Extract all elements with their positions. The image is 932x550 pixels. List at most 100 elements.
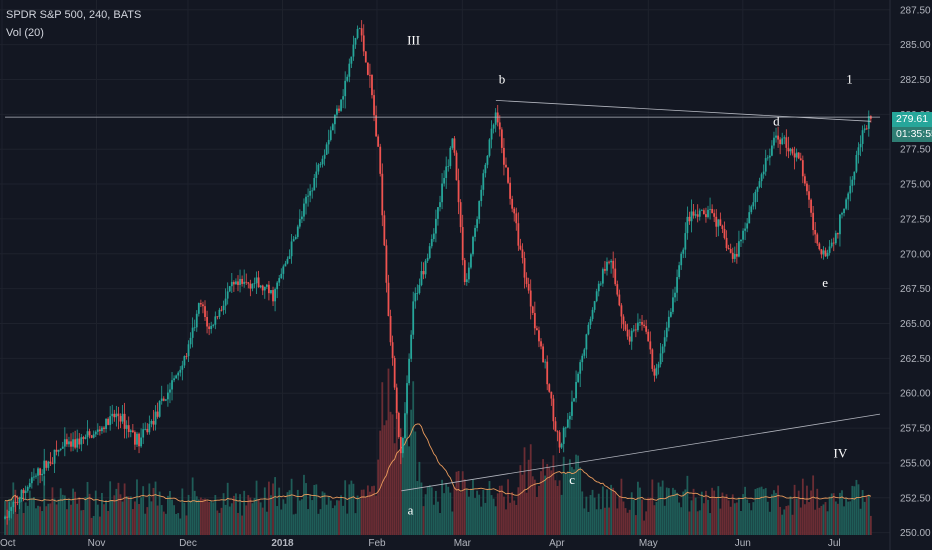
candle-body — [300, 216, 303, 220]
volume-bar — [589, 495, 592, 535]
volume-bar — [41, 511, 44, 535]
volume-bar — [476, 490, 479, 535]
volume-bar — [564, 473, 567, 535]
volume-bar — [513, 500, 516, 535]
volume-bar — [727, 500, 730, 535]
candle-body — [463, 260, 466, 283]
candle-body — [503, 147, 505, 165]
volume-bar — [808, 502, 810, 535]
candle-body — [752, 202, 755, 207]
candle-body — [377, 136, 380, 147]
volume-bar — [220, 507, 223, 535]
volume-bar — [445, 483, 448, 535]
y-tick-label: 260.00 — [900, 389, 931, 400]
volume-bar — [65, 509, 68, 535]
volume-bar — [604, 507, 606, 535]
candle-body — [51, 463, 54, 465]
candle-body — [863, 128, 866, 131]
candle-body — [824, 250, 827, 257]
candle-body — [329, 130, 332, 140]
volume-bar — [119, 494, 122, 535]
candle-body — [756, 186, 759, 192]
candle-body — [150, 421, 153, 424]
volume-bar — [793, 484, 796, 535]
candle-body — [575, 381, 577, 399]
volume-bar — [92, 516, 95, 535]
candle-body — [204, 306, 206, 317]
volume-bar — [775, 492, 777, 535]
candle-body — [587, 324, 590, 335]
volume-bar — [183, 502, 186, 535]
volume-bar — [142, 486, 145, 535]
candle-body — [160, 398, 163, 401]
volume-bar — [72, 488, 74, 535]
candle-body — [839, 214, 841, 235]
candle-body — [515, 213, 518, 224]
volume-bar — [540, 471, 542, 535]
volume-bar — [230, 503, 233, 535]
candle-body — [315, 171, 318, 178]
candle-body — [855, 154, 858, 172]
candle-body — [385, 245, 388, 283]
volume-bar — [865, 495, 868, 535]
candle-body — [713, 213, 716, 217]
candle-body — [832, 242, 835, 244]
volume-bar — [393, 443, 396, 535]
candle-body — [773, 137, 775, 146]
candle-body — [525, 277, 528, 284]
candle-body — [189, 337, 192, 345]
candle-body — [280, 273, 283, 279]
candle-body — [711, 208, 714, 214]
volume-bar — [340, 495, 342, 535]
candle-body — [820, 249, 823, 255]
candle-body — [562, 427, 565, 444]
candle-body — [352, 44, 355, 57]
volume-bar — [639, 487, 641, 535]
candle-body — [296, 226, 299, 237]
volume-bar — [480, 506, 483, 535]
candle-body — [818, 243, 821, 250]
volume-bar — [204, 498, 206, 535]
candle-body — [259, 285, 262, 288]
candle-body — [428, 246, 431, 258]
candle-body — [841, 213, 843, 215]
volume-bar — [634, 515, 637, 535]
volume-bar — [814, 509, 817, 535]
volume-bar — [111, 500, 114, 535]
volume-bar — [134, 501, 136, 535]
candle-body — [65, 439, 68, 445]
wave-label: a — [408, 503, 414, 518]
candle-body — [492, 124, 495, 129]
volume-bar — [37, 505, 39, 535]
candle-body — [812, 212, 815, 231]
volume-bar — [292, 514, 295, 535]
candle-body — [226, 291, 229, 299]
wave-annotations: III b 1 d e IV c a — [407, 33, 853, 518]
volume-bar — [533, 479, 536, 535]
volume-bar — [432, 504, 435, 535]
volume-bar — [857, 484, 860, 535]
volume-bar — [490, 495, 493, 535]
volume-bar — [486, 489, 489, 535]
candle-body — [24, 490, 27, 494]
volume-bar — [754, 489, 757, 535]
candle-body — [731, 252, 734, 259]
candle-body — [542, 346, 544, 363]
candle-body — [111, 413, 114, 417]
candle-body — [434, 218, 437, 234]
candle-body — [437, 207, 439, 219]
volume-bar — [748, 503, 751, 535]
volume-bar — [282, 499, 285, 535]
candle-body — [138, 433, 140, 447]
candle-body — [649, 341, 652, 350]
candle-body — [197, 303, 200, 314]
candle-body — [698, 210, 701, 217]
volume-bar — [519, 465, 522, 535]
candle-body — [709, 208, 711, 210]
candle-body — [480, 189, 483, 202]
candle-body — [45, 460, 48, 468]
candle-body — [628, 336, 631, 342]
candle-body — [688, 216, 691, 222]
time-axis[interactable]: Oct Nov Dec 2018 Feb Mar Apr May Jun Jul — [0, 538, 841, 549]
